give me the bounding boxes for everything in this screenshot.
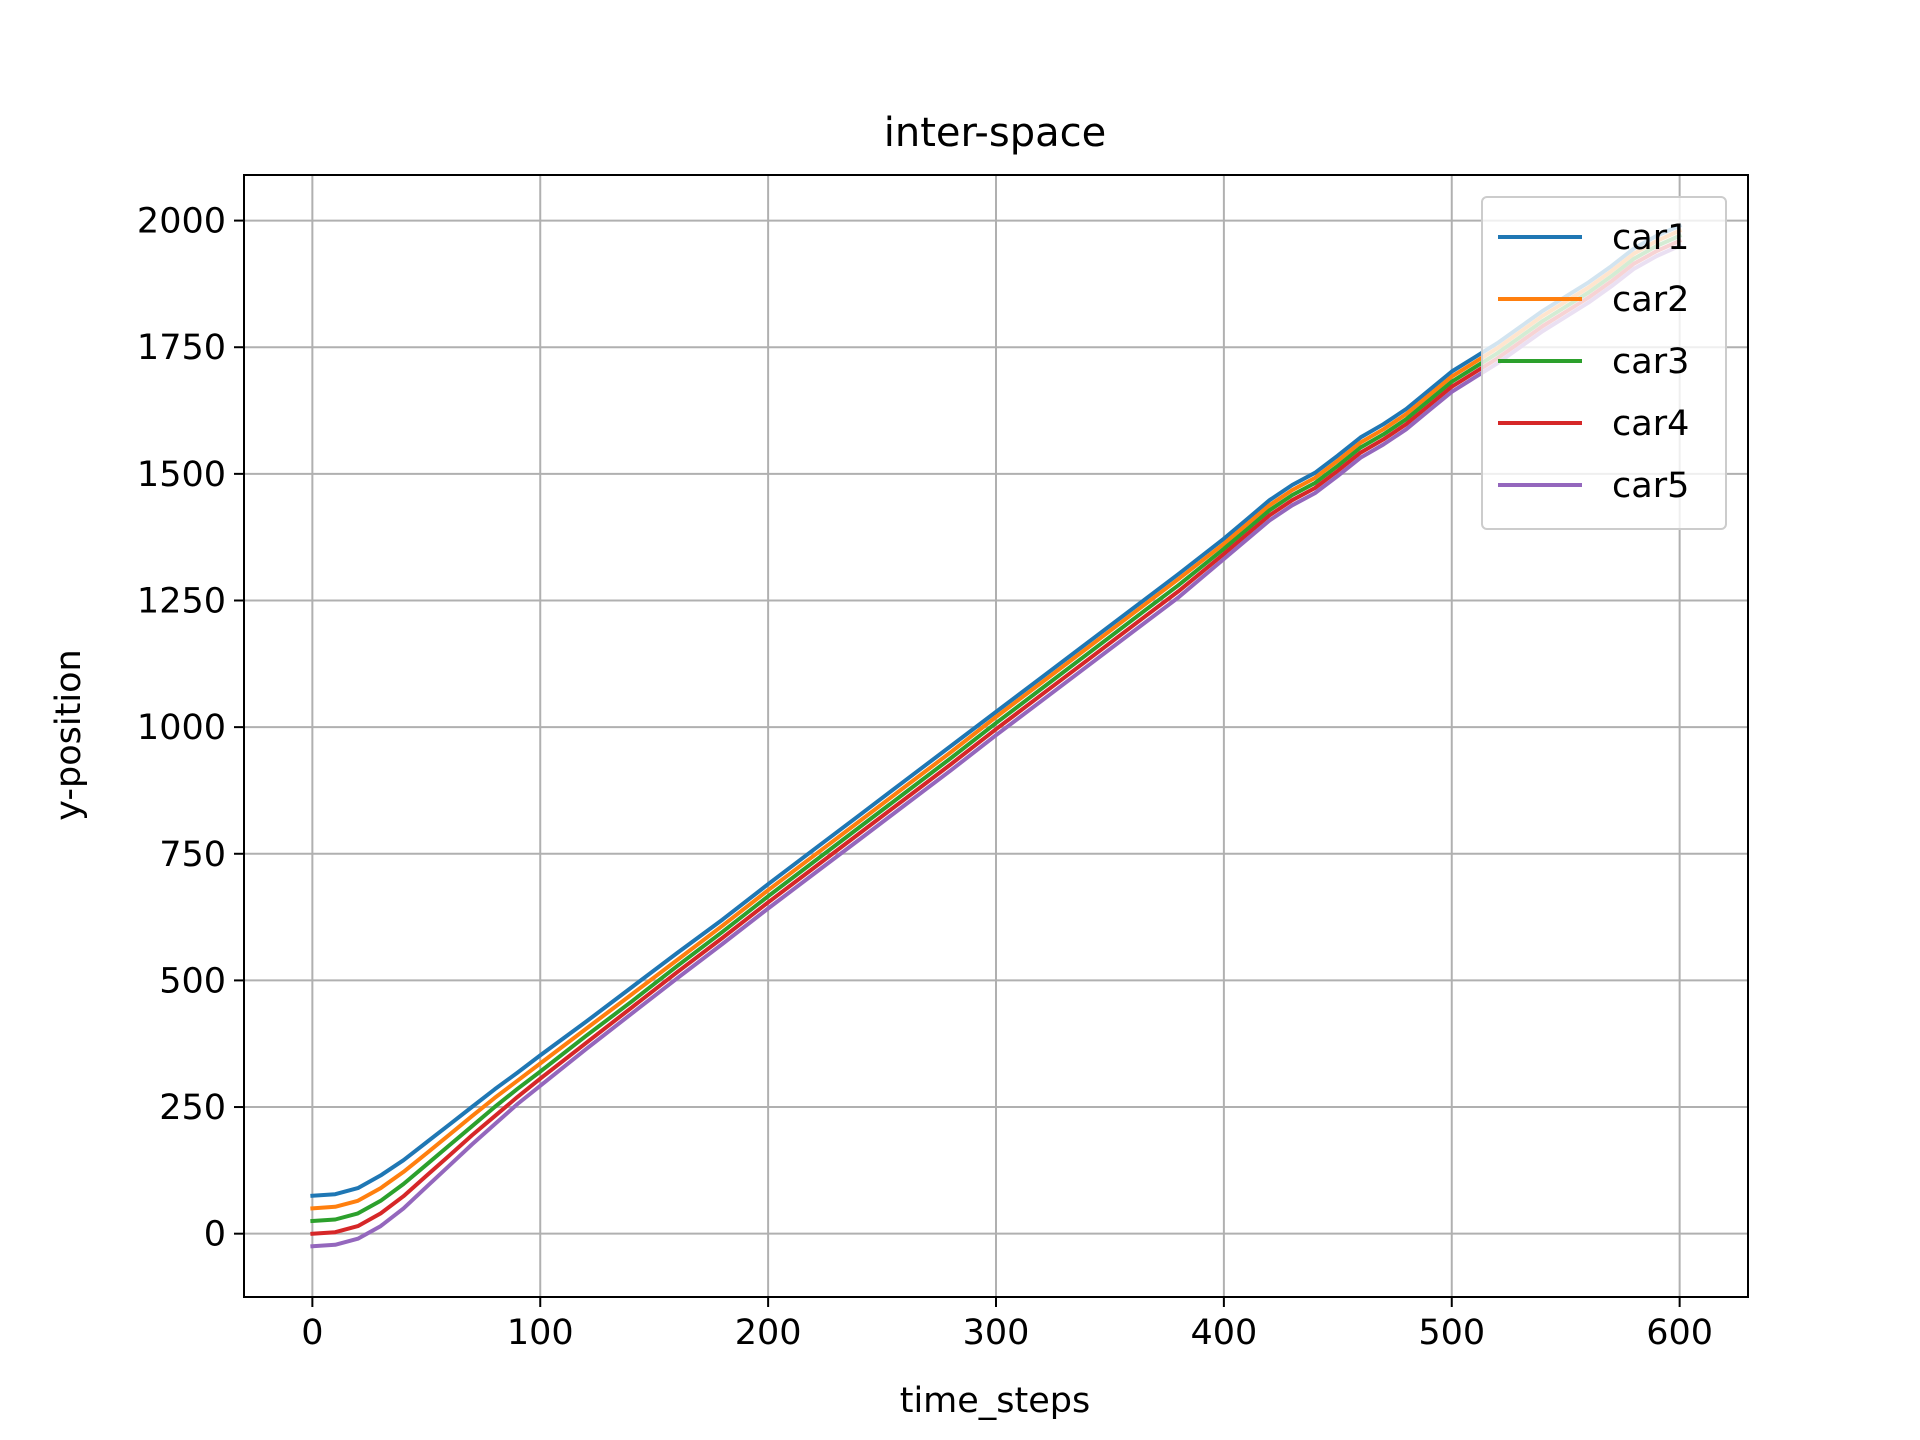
y-tick-label: 750 [159,835,226,875]
legend-box [1481,196,1727,530]
x-axis: 0 100 200 300 400 500 600 [301,1297,1713,1353]
y-tick-label: 500 [159,961,226,1001]
y-tick-label: 1250 [137,581,226,621]
legend-label: car3 [1612,342,1689,382]
x-tick-label: 300 [963,1313,1030,1353]
y-tick-label: 0 [204,1215,226,1255]
y-tick-label: 1750 [137,328,226,368]
legend: car1 car2 car3 car4 car5 [1481,196,1727,530]
y-tick-label: 250 [159,1088,226,1128]
legend-label: car2 [1612,280,1689,320]
x-tick-label: 500 [1418,1313,1485,1353]
y-axis-label: y-position [49,649,89,820]
y-axis: 0 250 500 750 1000 1250 1500 1750 2000 [137,202,244,1255]
x-tick-label: 0 [301,1313,323,1353]
y-tick-label: 1000 [137,708,226,748]
x-tick-label: 100 [507,1313,574,1353]
chart-title: inter-space [884,110,1106,156]
legend-label: car1 [1612,218,1689,258]
x-tick-label: 600 [1646,1313,1713,1353]
x-tick-label: 200 [735,1313,802,1353]
y-tick-label: 1500 [137,455,226,495]
x-axis-label: time_steps [900,1381,1091,1421]
x-tick-label: 400 [1190,1313,1257,1353]
legend-label: car4 [1612,404,1689,444]
y-tick-label: 2000 [137,202,226,242]
legend-label: car5 [1612,466,1689,506]
